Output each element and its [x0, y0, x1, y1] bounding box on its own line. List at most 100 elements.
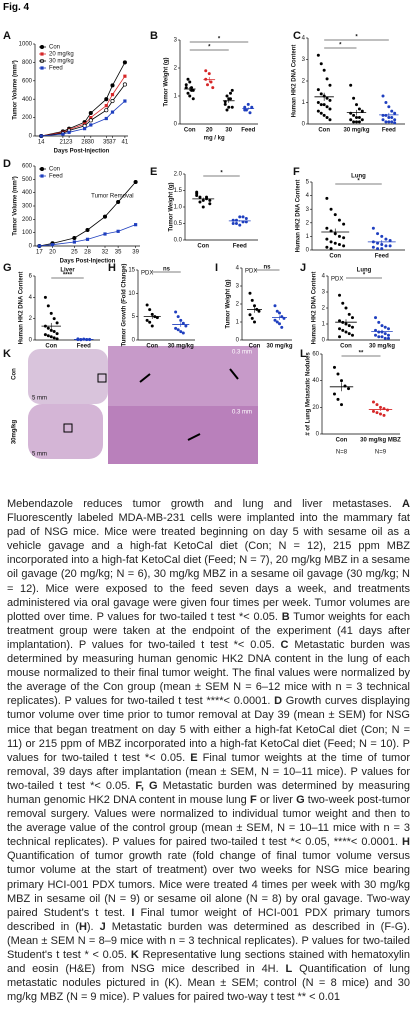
x-tick-label: 30 mg/kg [343, 128, 369, 134]
point [145, 303, 149, 307]
x-tick-label: Feed [375, 254, 389, 260]
marker [37, 244, 41, 248]
point [386, 408, 390, 412]
point [390, 116, 394, 120]
point [384, 237, 388, 241]
point [46, 326, 50, 330]
point [209, 80, 213, 84]
caption-text: Final tumor weights at the time of tumor… [7, 751, 411, 792]
panel-letter: A [3, 30, 11, 42]
point [387, 116, 391, 120]
point [145, 318, 149, 322]
point [207, 72, 211, 76]
point [374, 316, 378, 320]
zoom-image [108, 406, 258, 464]
point [338, 293, 342, 297]
marker [67, 130, 71, 134]
caption-text: A [402, 498, 410, 510]
y-axis-label: Tumor Volume (mm³) [12, 60, 19, 119]
point [325, 237, 329, 241]
caption-text: F [249, 793, 257, 806]
y-tick-label: 0 [174, 122, 178, 128]
point [355, 120, 358, 124]
point [325, 96, 329, 100]
point [211, 86, 215, 90]
point [234, 222, 238, 225]
x-tick-label: 41 [122, 140, 129, 146]
x-tick-label: 21 [60, 140, 67, 146]
point [350, 325, 354, 329]
y-axis-label: Tumor Growth (Fold Change) [122, 264, 128, 347]
point [186, 77, 190, 81]
y-tick-label: 0 [29, 244, 33, 250]
point [205, 83, 209, 87]
marker [102, 214, 108, 219]
y-tick-label: 4 [322, 274, 326, 280]
point [332, 365, 336, 369]
point [230, 88, 234, 92]
y-tick-label: 2 [29, 316, 33, 322]
point [246, 102, 250, 106]
point [344, 306, 348, 310]
marker [110, 98, 115, 104]
x-tick-label: 32 [102, 250, 109, 256]
marker [134, 223, 138, 227]
point [357, 116, 361, 120]
point [191, 97, 195, 101]
point [181, 331, 185, 335]
point [325, 77, 329, 81]
y-axis-label: Human HK2 DNA Content [292, 45, 298, 118]
marker [50, 243, 55, 247]
caption-text: Final tumor weight of HCI-001 PDX primar… [7, 906, 410, 933]
y-tick-label: 1 [322, 322, 326, 328]
sig-label: * [357, 179, 360, 185]
point [188, 80, 192, 84]
caption-text: B [281, 610, 290, 623]
scale-label: 5 mm [32, 396, 47, 402]
point [325, 245, 329, 249]
point [384, 101, 388, 104]
point [336, 372, 340, 376]
point [253, 304, 256, 308]
inset-label: PDX [245, 269, 257, 275]
sig-label: * [208, 45, 211, 51]
y-tick-label: 10 [128, 291, 135, 297]
point [382, 413, 386, 417]
point [380, 234, 384, 238]
marker [103, 232, 107, 236]
legend-label: Feed [49, 174, 63, 180]
marker [85, 237, 90, 241]
y-axis-label: Human HK2 DNA Content [312, 272, 318, 345]
point [380, 324, 384, 328]
point [229, 91, 233, 95]
point [376, 241, 380, 245]
point [208, 202, 212, 206]
marker [110, 93, 115, 97]
panel-k: K Con 30mg/kg 0.3 mm 0.3 mm 5 mm 5 mm [3, 346, 258, 464]
point [333, 241, 337, 245]
point [243, 105, 247, 109]
y-tick-label: 0.5 [174, 221, 183, 227]
point [325, 105, 329, 109]
point [383, 332, 387, 336]
point [390, 109, 394, 113]
y-tick-label: 400 [22, 190, 33, 196]
point [388, 244, 392, 248]
caption-text: D [274, 695, 283, 708]
y-tick-label: 3 [236, 284, 240, 290]
y-tick-label: 0 [322, 338, 326, 344]
x-tick-label: 25 [71, 250, 78, 256]
x-tick-label: Con [340, 344, 352, 350]
y-axis-label: # of Lung Metastatic Nodules [306, 352, 312, 436]
point [273, 304, 277, 308]
sig-label: ns [163, 267, 171, 273]
point [204, 69, 208, 73]
zoom-box [97, 373, 107, 383]
y-tick-label: 100 [22, 230, 33, 236]
x-tick-label: 17 [36, 250, 43, 256]
point [347, 312, 351, 316]
point [347, 387, 351, 391]
x-tick-label: 28 [84, 250, 91, 256]
y-axis-label: Tumor Weight (g) [169, 182, 175, 231]
